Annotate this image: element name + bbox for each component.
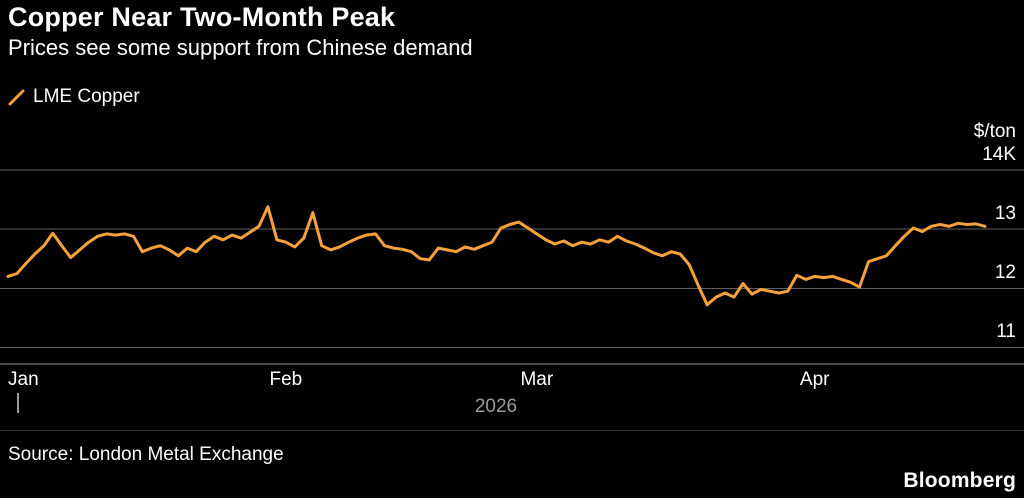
bloomberg-logo: Bloomberg [903,469,1016,492]
chart-subtitle: Prices see some support from Chinese dem… [8,35,473,60]
legend: LME Copper [8,86,140,108]
year-start-tick [17,393,19,413]
plot-area: $/ton 14K 13 12 11 [0,120,1024,365]
chart-plot-svg [0,169,1024,365]
source-text: Source: London Metal Exchange [8,444,284,465]
x-axis-tick-label: Mar [520,369,554,390]
legend-series-label: LME Copper [33,86,140,107]
chart-title: Copper Near Two-Month Peak [8,2,396,32]
x-axis-tick-label: Feb [269,369,303,390]
footer-divider [0,430,1024,431]
x-axis-tick-label: Jan [8,369,39,390]
x-axis: Jan Feb Mar Apr [0,369,1024,395]
price-line-series [6,205,987,307]
legend-line-icon [8,89,25,105]
year-label: 2026 [474,396,518,417]
x-axis-tick-label: Apr [799,369,830,390]
